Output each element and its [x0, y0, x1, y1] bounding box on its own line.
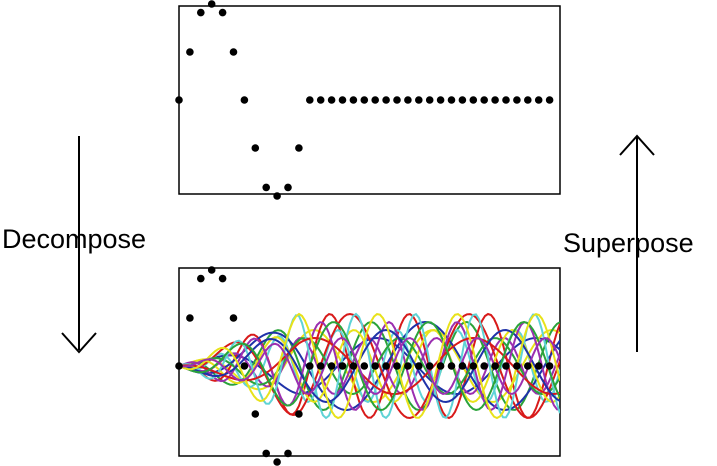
signal-point-top-34	[546, 96, 554, 104]
signal-point-top-13	[317, 96, 325, 104]
signal-point-bottom-5	[230, 314, 238, 322]
signal-point-top-3	[208, 0, 216, 8]
signal-point-top-25	[448, 96, 456, 104]
signal-point-bottom-3	[208, 266, 216, 274]
signal-point-top-4	[219, 9, 227, 17]
signal-point-top-29	[491, 96, 499, 104]
signal-point-bottom-6	[241, 362, 249, 370]
signal-point-top-0	[175, 96, 183, 104]
signal-point-top-24	[437, 96, 445, 104]
signal-point-bottom-33	[535, 362, 543, 370]
signal-point-bottom-14	[328, 362, 336, 370]
signal-point-top-7	[252, 144, 260, 152]
signal-point-bottom-1	[186, 314, 194, 322]
signal-point-top-28	[480, 96, 488, 104]
signal-point-top-33	[535, 96, 543, 104]
signal-point-top-2	[197, 9, 205, 17]
signal-point-top-19	[382, 96, 390, 104]
signal-point-top-22	[415, 96, 423, 104]
signal-point-top-6	[241, 96, 249, 104]
signal-point-bottom-18	[371, 362, 379, 370]
signal-point-top-1	[186, 48, 194, 56]
signal-point-bottom-17	[361, 362, 369, 370]
signal-point-bottom-23	[426, 362, 434, 370]
signal-point-top-23	[426, 96, 434, 104]
signal-point-top-8	[262, 184, 270, 192]
signal-point-top-5	[230, 48, 238, 56]
signal-point-top-14	[328, 96, 336, 104]
signal-point-top-9	[273, 192, 281, 200]
signal-point-top-31	[513, 96, 521, 104]
signal-point-bottom-11	[295, 410, 303, 418]
signal-point-bottom-8	[262, 450, 270, 458]
signal-point-bottom-29	[491, 362, 499, 370]
signal-point-top-32	[524, 96, 532, 104]
signal-points-top	[175, 0, 553, 200]
signal-point-bottom-0	[175, 362, 183, 370]
signal-point-bottom-12	[306, 362, 314, 370]
signal-point-top-11	[295, 144, 303, 152]
signal-point-top-27	[470, 96, 478, 104]
signal-point-bottom-15	[339, 362, 347, 370]
signal-point-top-15	[339, 96, 347, 104]
signal-point-bottom-13	[317, 362, 325, 370]
signal-point-bottom-30	[502, 362, 510, 370]
signal-point-bottom-27	[470, 362, 478, 370]
signal-point-top-18	[371, 96, 379, 104]
signal-point-bottom-22	[415, 362, 423, 370]
signal-point-bottom-16	[350, 362, 358, 370]
signal-point-bottom-7	[252, 410, 260, 418]
superpose-label: Superpose	[563, 230, 694, 257]
signal-point-bottom-2	[197, 275, 205, 283]
signal-point-bottom-4	[219, 275, 227, 283]
signal-point-top-26	[459, 96, 467, 104]
signal-point-bottom-31	[513, 362, 521, 370]
signal-point-top-21	[404, 96, 412, 104]
signal-point-top-12	[306, 96, 314, 104]
signal-point-bottom-20	[393, 362, 401, 370]
signal-point-bottom-26	[459, 362, 467, 370]
signal-point-bottom-25	[448, 362, 456, 370]
decompose-label: Decompose	[2, 226, 146, 253]
signal-point-top-20	[393, 96, 401, 104]
signal-point-bottom-9	[273, 458, 281, 466]
signal-point-bottom-24	[437, 362, 445, 370]
signal-point-bottom-28	[480, 362, 488, 370]
signal-point-bottom-10	[284, 450, 292, 458]
signal-point-top-16	[350, 96, 358, 104]
signal-point-bottom-34	[546, 362, 554, 370]
signal-point-bottom-32	[524, 362, 532, 370]
signal-point-top-17	[361, 96, 369, 104]
signal-point-top-30	[502, 96, 510, 104]
signal-point-bottom-21	[404, 362, 412, 370]
signal-point-bottom-19	[382, 362, 390, 370]
signal-point-top-10	[284, 184, 292, 192]
